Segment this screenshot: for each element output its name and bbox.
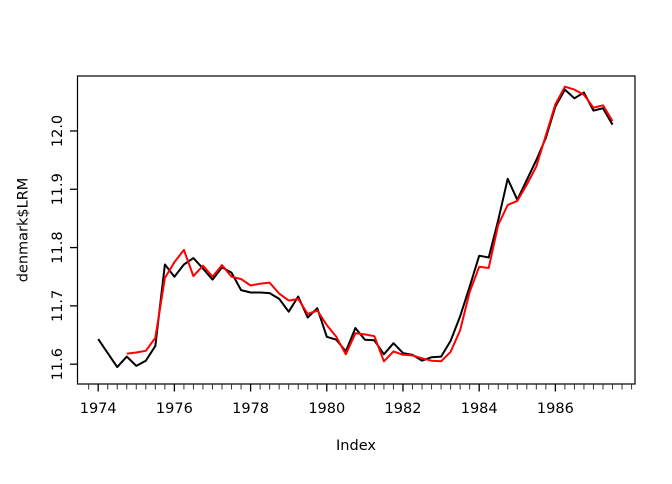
x-tick-label: 1986 xyxy=(537,401,574,417)
x-tick-label: 1982 xyxy=(385,401,422,417)
y-axis-title: denmark$LRM xyxy=(16,178,32,283)
y-tick-label: 11.7 xyxy=(50,290,66,322)
x-tick-label: 1984 xyxy=(461,401,498,417)
series-line-red-overlay xyxy=(126,85,614,363)
y-tick-label: 11.8 xyxy=(50,231,66,263)
y-axis-ticks xyxy=(70,130,78,365)
x-axis-minor-ticks xyxy=(88,384,633,390)
x-tick-label: 1976 xyxy=(156,401,193,417)
y-axis-tick-labels: 11.6 11.7 11.8 11.9 12.0 xyxy=(50,115,66,380)
y-tick-label: 12.0 xyxy=(50,115,66,147)
x-axis-major-ticks xyxy=(97,384,557,392)
series-line-black-observed xyxy=(97,88,614,369)
y-tick-label: 11.9 xyxy=(50,173,66,205)
y-tick-label: 11.6 xyxy=(50,348,66,380)
x-axis-tick-labels: 1974 1976 1978 1980 1982 1984 1986 xyxy=(80,401,574,417)
plot-box xyxy=(76,75,636,385)
x-tick-label: 1978 xyxy=(232,401,269,417)
x-tick-label: 1980 xyxy=(308,401,345,417)
x-tick-label: 1974 xyxy=(80,401,117,417)
series-lines xyxy=(97,85,614,369)
x-axis-title: Index xyxy=(336,438,376,454)
